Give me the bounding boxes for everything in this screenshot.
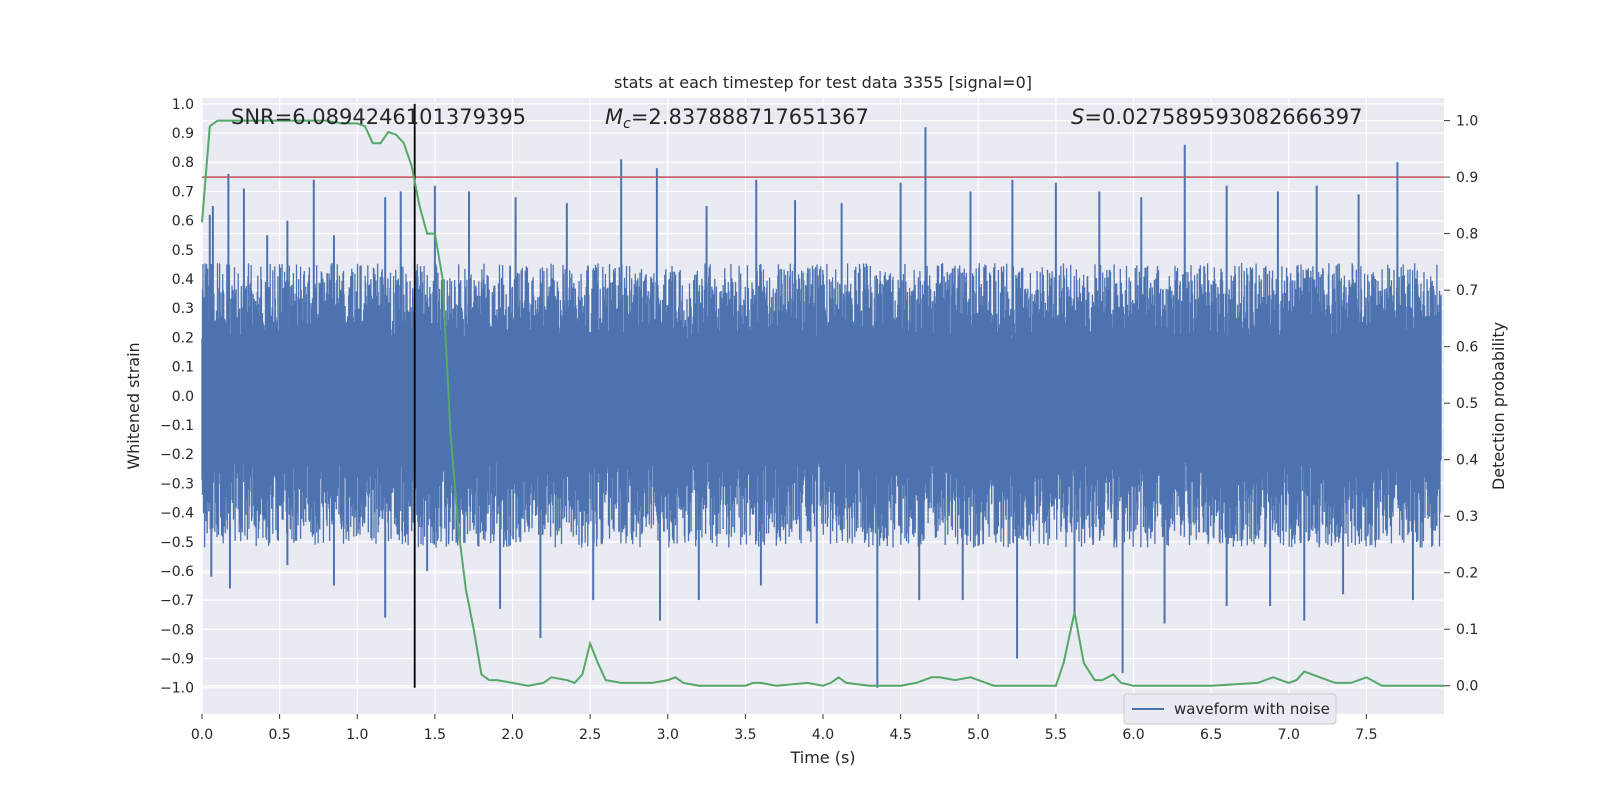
y-left-tick-label: 0.4 bbox=[172, 272, 194, 288]
y-left-tick-label: 0.5 bbox=[172, 243, 194, 259]
overlay-lines bbox=[202, 103, 1444, 688]
x-tick-label: 6.0 bbox=[1122, 727, 1144, 743]
y-left-tick-label: −0.3 bbox=[160, 476, 194, 492]
y-right-tick-label: 0.8 bbox=[1456, 227, 1478, 243]
x-tick-label: 1.0 bbox=[346, 727, 368, 743]
y-left-tick-label: 0.8 bbox=[172, 155, 194, 171]
y-right-tick-label: 0.4 bbox=[1456, 453, 1478, 469]
y-left-tick-label: −0.9 bbox=[160, 652, 194, 668]
x-tick-label: 3.5 bbox=[734, 727, 756, 743]
y-left-tick-label: 0.1 bbox=[172, 360, 194, 376]
chirp-mass-symbol: M bbox=[605, 105, 623, 129]
y-left-tick-label: −0.2 bbox=[160, 447, 194, 463]
chirp-mass-subscript: c bbox=[623, 116, 631, 132]
y-left-tick-label: −1.0 bbox=[160, 681, 194, 697]
s-value: =0.027589593082666397 bbox=[1084, 105, 1362, 129]
y-left-tick-label: 0.6 bbox=[172, 214, 194, 230]
x-tick-label: 7.0 bbox=[1278, 727, 1300, 743]
probability-line bbox=[201, 119, 1444, 687]
snr-annotation: SNR=6.0894246101379395 bbox=[231, 105, 526, 129]
x-tick-label: 4.5 bbox=[889, 727, 911, 743]
x-tick-label: 2.0 bbox=[501, 727, 523, 743]
legend-box bbox=[1123, 693, 1337, 725]
y-axis-label-right: Detection probability bbox=[1489, 322, 1508, 490]
s-symbol: S bbox=[1071, 105, 1084, 129]
legend: waveform with noise bbox=[1123, 693, 1337, 725]
y-left-tick-label: 1.0 bbox=[172, 97, 194, 113]
waveform-series bbox=[201, 127, 1442, 688]
y-right-tick-label: 0.1 bbox=[1456, 622, 1478, 638]
y-left-tick-label: −0.7 bbox=[160, 593, 194, 609]
y-left-tick-label: −0.6 bbox=[160, 564, 194, 580]
y-left-tick-label: −0.4 bbox=[160, 506, 194, 522]
chirp-mass-value: =2.837888717651367 bbox=[631, 105, 869, 129]
x-tick-label: 3.0 bbox=[657, 727, 679, 743]
y-right-tick-label: 0.0 bbox=[1456, 679, 1478, 695]
y-left-tick-label: 0.9 bbox=[172, 126, 194, 142]
y-left-tick-label: 0.2 bbox=[172, 330, 194, 346]
x-tick-label: 1.5 bbox=[424, 727, 446, 743]
y-left-tick-label: 0.0 bbox=[172, 389, 194, 405]
s-annotation: S=0.027589593082666397 bbox=[1071, 105, 1362, 129]
y-axis-label-left: Whitened strain bbox=[124, 342, 143, 469]
x-axis-label: Time (s) bbox=[789, 748, 855, 767]
y-right-tick-label: 0.3 bbox=[1456, 509, 1478, 525]
y-left-tick-label: −0.8 bbox=[160, 622, 194, 638]
waveform-band bbox=[201, 262, 1442, 548]
y-left-tick-label: −0.1 bbox=[160, 418, 194, 434]
y-left-tick-label: −0.5 bbox=[160, 535, 194, 551]
y-right-tick-label: 0.2 bbox=[1456, 566, 1478, 582]
y-right-tick-label: 0.5 bbox=[1456, 396, 1478, 412]
x-tick-label: 0.0 bbox=[191, 727, 213, 743]
y-right-tick-label: 0.6 bbox=[1456, 340, 1478, 356]
y-left-tick-label: 0.7 bbox=[172, 184, 194, 200]
x-tick-label: 5.5 bbox=[1045, 727, 1067, 743]
x-tick-label: 7.5 bbox=[1355, 727, 1377, 743]
probability-series bbox=[201, 119, 1444, 687]
x-tick-label: 2.5 bbox=[579, 727, 601, 743]
x-tick-label: 4.0 bbox=[812, 727, 834, 743]
y-right-tick-label: 0.9 bbox=[1456, 170, 1478, 186]
x-tick-label: 0.5 bbox=[268, 727, 290, 743]
y-right-tick-label: 1.0 bbox=[1456, 114, 1478, 130]
y-right-tick-label: 0.7 bbox=[1456, 283, 1478, 299]
x-tick-label: 6.5 bbox=[1200, 727, 1222, 743]
axes: 0.0 0.5 1.0 1.5 2.0 2.5 3.0 3.5 4.0 4.5 5.0 5.5 6.0 6… bbox=[160, 97, 1478, 743]
chirp-mass-annotation: Mc=2.837888717651367 bbox=[605, 105, 869, 132]
chart-title: stats at each timestep for test data 335… bbox=[614, 73, 1032, 92]
y-left-tick-label: 0.3 bbox=[172, 301, 194, 317]
legend-label: waveform with noise bbox=[1174, 700, 1330, 718]
x-tick-label: 5.0 bbox=[967, 727, 989, 743]
